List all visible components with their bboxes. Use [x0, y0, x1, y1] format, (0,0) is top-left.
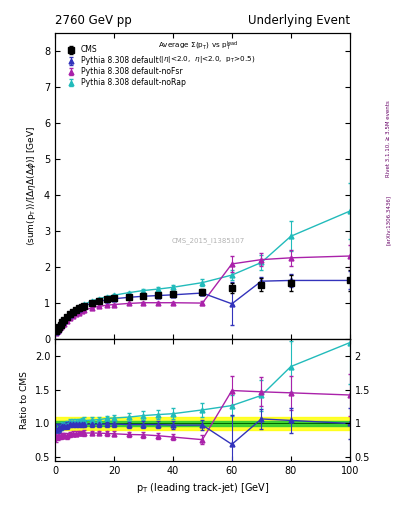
Legend: CMS, Pythia 8.308 default, Pythia 8.308 default-noFsr, Pythia 8.308 default-noRa: CMS, Pythia 8.308 default, Pythia 8.308 … — [62, 43, 188, 90]
Y-axis label: Ratio to CMS: Ratio to CMS — [20, 371, 29, 429]
Text: Rivet 3.1.10, ≥ 3.5M events: Rivet 3.1.10, ≥ 3.5M events — [386, 100, 391, 177]
X-axis label: p$_{\rm T}$ (leading track-jet) [GeV]: p$_{\rm T}$ (leading track-jet) [GeV] — [136, 481, 269, 495]
Y-axis label: $\langle$sum(p$_{\rm T}$)$\rangle$/[$\Delta\eta\Delta(\Delta\phi)$] [GeV]: $\langle$sum(p$_{\rm T}$)$\rangle$/[$\De… — [26, 126, 39, 246]
Bar — [55, 421, 350, 426]
Text: Underlying Event: Underlying Event — [248, 14, 350, 27]
Bar — [55, 417, 350, 430]
Text: 2760 GeV pp: 2760 GeV pp — [55, 14, 132, 27]
Text: CMS_2015_I1385107: CMS_2015_I1385107 — [172, 238, 245, 244]
Text: Average $\Sigma$(p$_{\rm T}$) vs p$_{\rm T}^{\rm lead}$
($|\eta|$<2.0,  $\eta|$<: Average $\Sigma$(p$_{\rm T}$) vs p$_{\rm… — [158, 39, 255, 65]
Text: [arXiv:1306.3436]: [arXiv:1306.3436] — [386, 195, 391, 245]
